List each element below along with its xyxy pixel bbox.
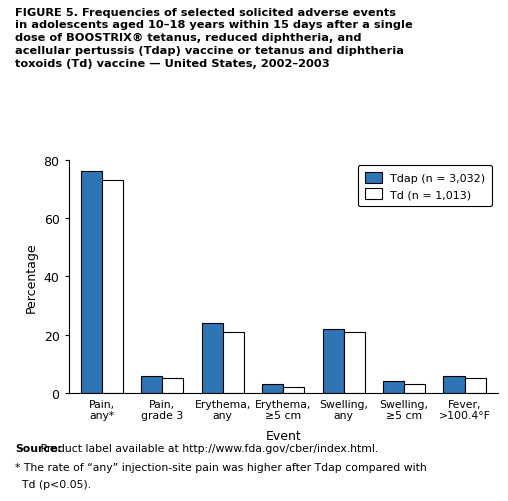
Bar (443, 376, 465, 393)
Text: Source: Product label available at http://www.fda.gov/cber/index.html.: Source: Product label available at http:… (15, 443, 398, 453)
Bar (141, 376, 162, 393)
Text: * The rate of “any” injection-site pain was higher after Tdap compared with: * The rate of “any” injection-site pain … (15, 462, 427, 472)
Bar (202, 324, 223, 393)
Bar (323, 329, 344, 393)
Legend: Tdap (n = 3,032), Td (n = 1,013): Tdap (n = 3,032), Td (n = 1,013) (358, 166, 492, 206)
Bar (283, 387, 304, 393)
Bar (102, 181, 123, 393)
Bar (344, 332, 365, 393)
Bar (262, 385, 283, 393)
Bar (465, 379, 486, 393)
Text: Td (p<0.05).: Td (p<0.05). (15, 479, 91, 489)
Bar (162, 379, 183, 393)
Text: Source:: Source: (15, 443, 62, 453)
Bar (81, 172, 102, 393)
Text: FIGURE 5. Frequencies of selected solicited adverse events
in adolescents aged 1: FIGURE 5. Frequencies of selected solici… (15, 8, 413, 69)
Bar (383, 382, 404, 393)
Bar (223, 332, 244, 393)
Text: Product label available at http://www.fda.gov/cber/index.html.: Product label available at http://www.fd… (37, 443, 378, 453)
X-axis label: Event: Event (265, 429, 301, 442)
Y-axis label: Percentage: Percentage (25, 241, 38, 312)
Bar (404, 385, 425, 393)
